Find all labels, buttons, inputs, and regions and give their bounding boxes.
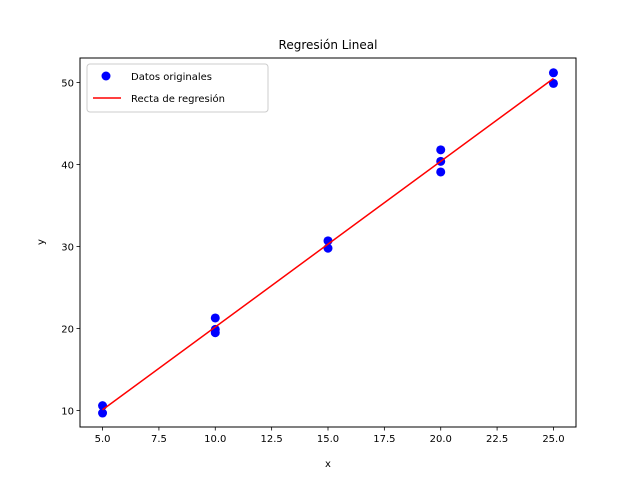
y-tick-label: 20 — [61, 325, 74, 336]
data-point-8 — [436, 145, 446, 155]
x-tick-label: 10.0 — [204, 434, 226, 445]
x-axis: 5.0 7.5 10.0 12.5 15.0 17.5 20.0 22.5 25.0 — [95, 427, 565, 445]
x-tick-label: 22.5 — [486, 434, 508, 445]
legend-marker-datos-originales — [101, 71, 111, 81]
x-tick-label: 25.0 — [542, 434, 564, 445]
y-tick-label: 10 — [61, 407, 74, 418]
y-tick-label: 40 — [61, 161, 74, 172]
x-tick-label: 12.5 — [261, 434, 283, 445]
data-point-2 — [98, 408, 108, 418]
y-tick-label: 50 — [61, 79, 74, 90]
data-point-3 — [210, 313, 220, 323]
legend-label-recta-de-regresion: Recta de regresión — [131, 93, 225, 105]
legend-label-datos-originales: Datos originales — [131, 72, 212, 83]
legend: Datos originales Recta de regresión — [86, 63, 269, 113]
data-point-12 — [548, 78, 558, 88]
x-tick-label: 20.0 — [430, 434, 452, 445]
data-point-5 — [210, 328, 220, 338]
data-point-7 — [323, 243, 333, 253]
x-tick-label: 5.0 — [95, 434, 111, 445]
plot-area — [98, 68, 558, 418]
x-tick-label: 17.5 — [373, 434, 395, 445]
x-tick-label: 15.0 — [317, 434, 339, 445]
x-tick-label: 7.5 — [151, 434, 167, 445]
x-axis-label: x — [325, 459, 331, 470]
chart-title: Regresión Lineal — [279, 38, 378, 52]
y-axis: 10 20 30 40 50 — [61, 79, 80, 418]
legend-box — [86, 63, 269, 113]
regression-line — [102, 77, 554, 411]
y-tick-label: 30 — [61, 243, 74, 254]
data-point-11 — [548, 68, 558, 78]
y-axis-label: y — [36, 239, 47, 245]
data-point-10 — [436, 167, 446, 177]
